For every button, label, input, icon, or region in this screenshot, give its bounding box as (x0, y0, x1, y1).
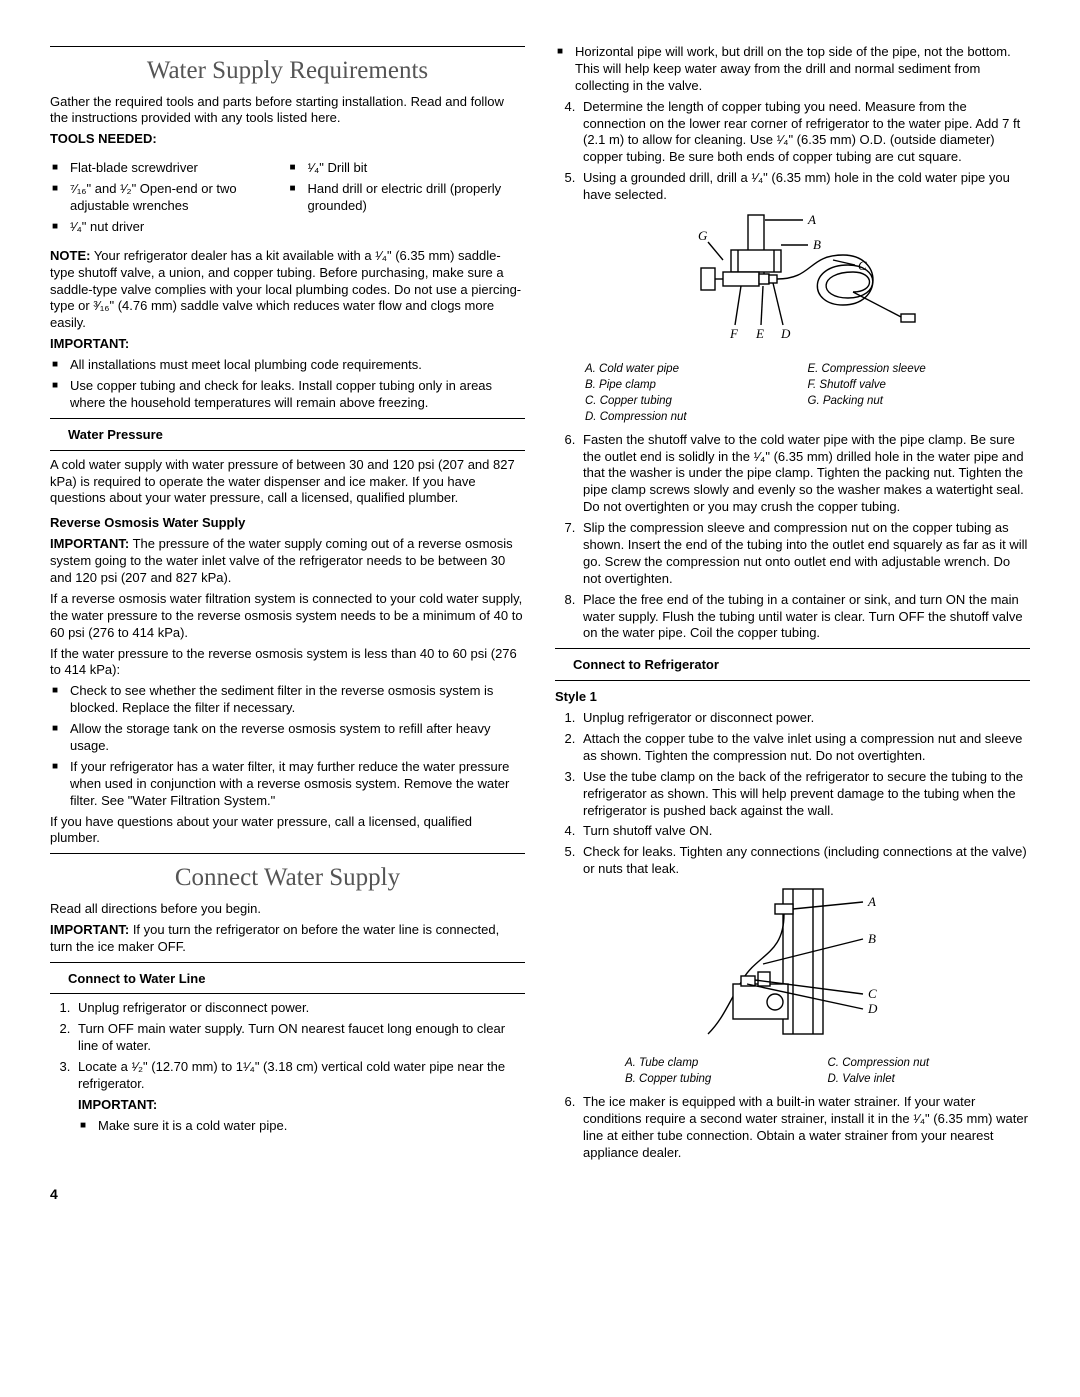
rule (50, 46, 525, 47)
heading-water-supply-req: Water Supply Requirements (50, 55, 525, 88)
water-pressure-head: Water Pressure (50, 427, 525, 444)
svg-text:D: D (780, 326, 791, 341)
svg-text:B: B (868, 931, 876, 946)
rule (50, 962, 525, 963)
svg-text:A: A (867, 894, 876, 909)
tools-head: TOOLS NEEDED: (50, 131, 525, 148)
tool-item: Hand drill or electric drill (properly g… (308, 181, 526, 215)
cw-intro: Read all directions before you begin. (50, 901, 525, 918)
cw-imp: IMPORTANT: If you turn the refrigerator … (50, 922, 525, 956)
tool-item: ¹⁄₄" Drill bit (308, 160, 526, 177)
rule (555, 680, 1030, 681)
important-head: IMPORTANT: (50, 336, 525, 353)
cwl-item: Unplug refrigerator or disconnect power. (74, 1000, 525, 1017)
rule (555, 648, 1030, 649)
rule (50, 993, 525, 994)
cwl-item: Turn OFF main water supply. Turn ON near… (74, 1021, 525, 1055)
style-item: Attach the copper tube to the valve inle… (579, 731, 1030, 765)
figure2-legend: A. Tube clampB. Copper tubing C. Compres… (625, 1055, 1030, 1088)
step-item: Fasten the shutoff valve to the cold wat… (579, 432, 1030, 516)
ro-item: Check to see whether the sediment filter… (70, 683, 525, 717)
cr-head: Connect to Refrigerator (555, 657, 1030, 674)
svg-text:C: C (868, 986, 877, 1001)
heading-connect-water: Connect Water Supply (50, 862, 525, 895)
right-column: Horizontal pipe will work, but drill on … (555, 40, 1030, 1165)
style-head: Style 1 (555, 689, 1030, 706)
tool-item: Flat-blade screwdriver (70, 160, 288, 177)
hp-item: Horizontal pipe will work, but drill on … (575, 44, 1030, 95)
imp-item: Use copper tubing and check for leaks. I… (70, 378, 525, 412)
cwl-item: Locate a ¹⁄₂" (12.70 mm) to 1¹⁄₄" (3.18 … (74, 1059, 525, 1135)
svg-text:F: F (729, 326, 739, 341)
page-number: 4 (50, 1185, 1030, 1203)
ro-p2: If the water pressure to the reverse osm… (50, 646, 525, 680)
tools-columns: Flat-blade screwdriver ⁷⁄₁₆" and ¹⁄₂" Op… (50, 152, 525, 244)
left-column: Water Supply Requirements Gather the req… (50, 40, 525, 1165)
svg-text:E: E (755, 326, 764, 341)
svg-text:D: D (867, 1001, 878, 1016)
rule (50, 853, 525, 854)
step-item: Determine the length of copper tubing yo… (579, 99, 1030, 167)
svg-text:G: G (698, 228, 708, 243)
svg-text:B: B (813, 237, 821, 252)
rule (50, 418, 525, 419)
figure-valve-diagram: A B C D E F G (555, 210, 1030, 355)
imp-item: All installations must meet local plumbi… (70, 357, 525, 374)
tool-item: ¹⁄₄" nut driver (70, 219, 288, 236)
style-item: Use the tube clamp on the back of the re… (579, 769, 1030, 820)
cwl-imp-head: IMPORTANT: (78, 1097, 525, 1114)
step-item: Using a grounded drill, drill a ¹⁄₄" (6.… (579, 170, 1030, 204)
style-item: Unplug refrigerator or disconnect power. (579, 710, 1030, 727)
wp-body: A cold water supply with water pressure … (50, 457, 525, 508)
step-item: The ice maker is equipped with a built-i… (579, 1094, 1030, 1162)
svg-text:A: A (807, 212, 816, 227)
svg-text:C: C (858, 258, 867, 273)
ro-out: If you have questions about your water p… (50, 814, 525, 848)
cwl-imp-item: Make sure it is a cold water pipe. (98, 1118, 525, 1135)
tool-item: ⁷⁄₁₆" and ¹⁄₂" Open-end or two adjustabl… (70, 181, 288, 215)
figure1-legend: A. Cold water pipeB. Pipe clamp C. Coppe… (585, 361, 1030, 426)
style-item: Turn shutoff valve ON. (579, 823, 1030, 840)
rule (50, 450, 525, 451)
style-item: Check for leaks. Tighten any connections… (579, 844, 1030, 878)
intro-text: Gather the required tools and parts befo… (50, 94, 525, 128)
cwl-head: Connect to Water Line (50, 971, 525, 988)
note-text: NOTE: Your refrigerator dealer has a kit… (50, 248, 525, 332)
step-item: Slip the compression sleeve and compress… (579, 520, 1030, 588)
ro-imp: IMPORTANT: The pressure of the water sup… (50, 536, 525, 587)
ro-head: Reverse Osmosis Water Supply (50, 515, 525, 532)
step-item: Place the free end of the tubing in a co… (579, 592, 1030, 643)
ro-p1: If a reverse osmosis water filtration sy… (50, 591, 525, 642)
ro-item: If your refrigerator has a water filter,… (70, 759, 525, 810)
figure-refrigerator-diagram: A B C D (555, 884, 1030, 1049)
ro-item: Allow the storage tank on the reverse os… (70, 721, 525, 755)
